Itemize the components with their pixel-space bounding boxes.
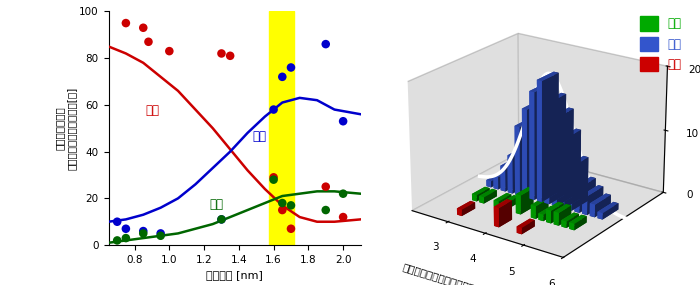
Y-axis label: 层数別カーボン
ナノチューブの含有率　[％]: 层数別カーボン ナノチューブの含有率 [％] [55,87,76,170]
Point [337,119,349,123]
Point [216,51,227,56]
Point [164,49,175,53]
Point [286,227,297,231]
Point [120,21,132,25]
Text: 二層: 二層 [253,130,267,143]
Point [276,75,288,79]
Point [276,208,288,212]
Point [155,233,166,238]
Point [276,201,288,205]
Point [120,236,132,240]
Bar [270,11,295,245]
Point [268,175,279,180]
Point [155,231,166,236]
Point [268,107,279,112]
Point [111,238,122,243]
Point [320,208,331,212]
Point [337,192,349,196]
Point [286,203,297,208]
Point [320,42,331,46]
Point [138,231,149,236]
Point [138,25,149,30]
Point [216,217,227,222]
Point [138,229,149,233]
Point [216,217,227,222]
X-axis label: カーボンナノチューブの直径　[nm]: カーボンナノチューブの直径 [nm] [401,262,512,285]
Point [120,227,132,231]
Text: 単層: 単層 [145,104,159,117]
Point [111,219,122,224]
Legend: 多層, 二層, 単層: 多層, 二層, 単層 [636,12,686,76]
Point [320,184,331,189]
Point [337,215,349,219]
Text: 多層: 多層 [209,198,223,211]
Point [268,177,279,182]
X-axis label: 触媒膜厚 [nm]: 触媒膜厚 [nm] [206,270,263,280]
Point [225,54,236,58]
Point [286,65,297,70]
Point [143,40,154,44]
